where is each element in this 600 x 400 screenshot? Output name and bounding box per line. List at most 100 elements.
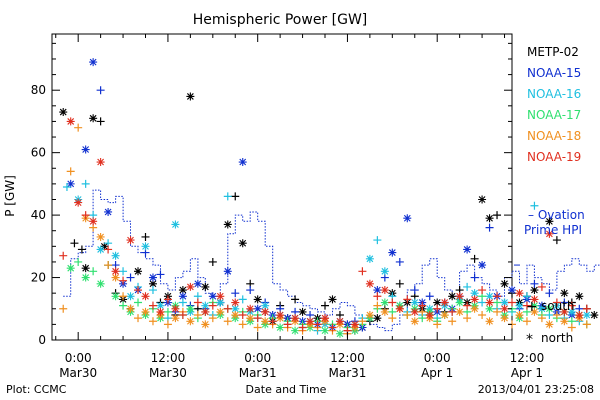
- north-label: north: [541, 331, 573, 345]
- x-tick-time-label: 0:00: [424, 351, 451, 365]
- north-point: [216, 307, 225, 316]
- north-point: [261, 317, 270, 326]
- south-point: [493, 292, 502, 301]
- south-point: [373, 301, 382, 310]
- south-point: [253, 314, 262, 323]
- north-point: [89, 58, 98, 67]
- south-point: [119, 276, 128, 285]
- south-point: [582, 320, 591, 329]
- north-point: [500, 314, 509, 323]
- north-point: [66, 264, 75, 273]
- south-point: [545, 289, 554, 298]
- south-point: [89, 267, 98, 276]
- south-point: [81, 179, 90, 188]
- south-point: [223, 317, 232, 326]
- legend: METP-02 NOAA-15 NOAA-16 NOAA-17 NOAA-18 NOAA-…: [527, 45, 581, 164]
- series-noaa-15: [66, 58, 584, 332]
- north-point: [321, 326, 330, 335]
- south-point: [313, 320, 322, 329]
- north-point: [365, 311, 374, 320]
- north-point: [478, 261, 487, 270]
- south-point: [231, 289, 240, 298]
- north-point: [575, 311, 584, 320]
- north-point: [276, 323, 285, 332]
- south-point: [522, 292, 531, 301]
- south-point: [178, 298, 187, 307]
- south-point: [358, 317, 367, 326]
- north-point: [216, 292, 225, 301]
- south-point: [81, 211, 90, 220]
- south-point: [552, 298, 561, 307]
- north-point: [223, 267, 232, 276]
- south-point: [493, 307, 502, 316]
- legend-entry: NOAA-19: [527, 150, 581, 164]
- legend-entry: NOAA-15: [527, 66, 581, 80]
- north-point: [89, 217, 98, 226]
- south-point: [238, 295, 247, 304]
- south-point: [418, 301, 427, 310]
- y-axis-label: P [GW]: [3, 175, 17, 217]
- north-point: [530, 307, 539, 316]
- north-point: [545, 304, 554, 313]
- south-point: [193, 311, 202, 320]
- south-point: [178, 311, 187, 320]
- south-point: [223, 304, 232, 313]
- south-point: [74, 257, 83, 266]
- north-point: [156, 307, 165, 316]
- south-point: [463, 301, 472, 310]
- south-point: [148, 301, 157, 310]
- plot-border: [51, 33, 513, 341]
- south-point: [410, 286, 419, 295]
- y-axis: 0 20 40 60 80: [31, 42, 512, 347]
- south-point: [119, 267, 128, 276]
- north-point: [81, 264, 90, 273]
- south-point: [74, 123, 83, 132]
- north-point: [365, 254, 374, 263]
- north-point: [81, 273, 90, 282]
- north-point: [96, 279, 105, 288]
- north-point: [171, 314, 180, 323]
- north-point: [186, 317, 195, 326]
- y-tick-label: 60: [31, 146, 46, 160]
- y-tick-label: 40: [31, 208, 46, 222]
- x-tick-time-label: 0:00: [65, 351, 92, 365]
- north-point: [59, 108, 68, 117]
- north-point: [440, 311, 449, 320]
- y-tick-label: 20: [31, 271, 46, 285]
- north-point: [141, 292, 150, 301]
- x-tick-date-label: Apr 1: [511, 366, 543, 380]
- north-point: [515, 311, 524, 320]
- north-point: [448, 292, 457, 301]
- south-point: [373, 292, 382, 301]
- north-point: [321, 314, 330, 323]
- south-point: [148, 286, 157, 295]
- north-point: [380, 298, 389, 307]
- south-point: [493, 211, 502, 220]
- north-point: [530, 286, 539, 295]
- south-point: [403, 311, 412, 320]
- x-tick-date-label: Mar30: [59, 366, 97, 380]
- south-point: [508, 298, 516, 307]
- north-point: [560, 307, 569, 316]
- south-point: [163, 295, 172, 304]
- north-point: [463, 245, 472, 254]
- x-tick-date-label: Mar31: [239, 366, 277, 380]
- south-symbol: +: [526, 299, 538, 315]
- south-point: [77, 245, 86, 254]
- north-point: [89, 114, 98, 123]
- south-point: [470, 273, 479, 282]
- south-point: [119, 292, 128, 301]
- south-point: [537, 282, 546, 291]
- legend-entry: NOAA-18: [527, 129, 581, 143]
- north-point: [96, 158, 105, 167]
- south-point: [530, 201, 539, 210]
- north-point: [66, 117, 75, 126]
- x-tick-date-label: Mar30: [149, 366, 187, 380]
- north-point: [373, 314, 382, 323]
- south-point: [238, 320, 247, 329]
- north-point: [111, 251, 120, 260]
- north-point: [470, 289, 479, 298]
- north-point: [141, 307, 150, 316]
- north-point: [395, 304, 404, 313]
- south-point: [552, 311, 561, 320]
